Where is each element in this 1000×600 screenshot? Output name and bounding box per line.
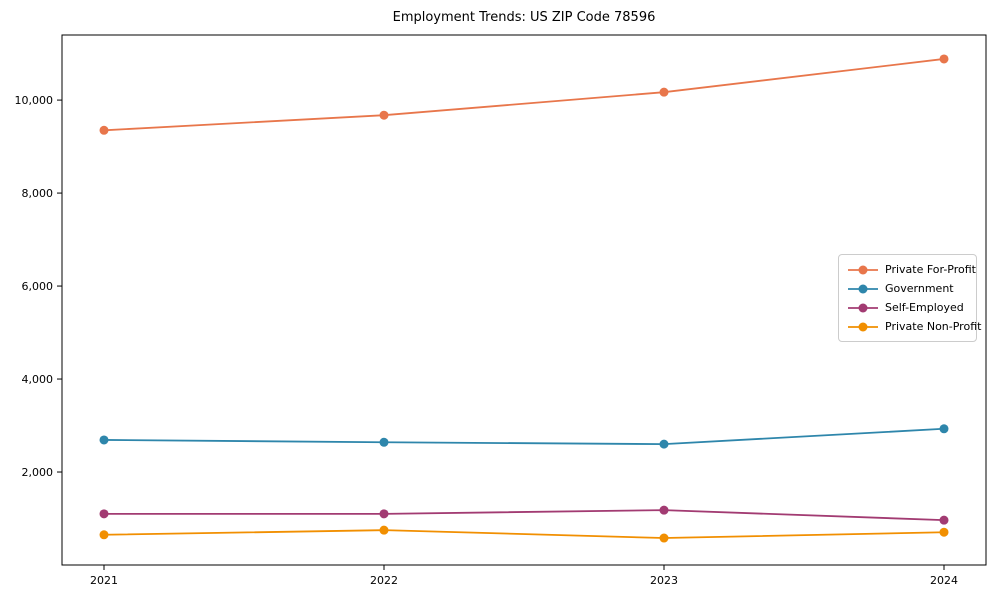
x-tick-label: 2022 <box>370 574 398 587</box>
legend-marker-icon <box>848 284 878 294</box>
series-line-private-non-profit <box>103 529 945 539</box>
y-tick-label: 6,000 <box>22 280 54 293</box>
legend: Private For-Profit Government Self-Employe… <box>838 254 981 342</box>
legend-marker-icon <box>848 303 878 313</box>
data-point-private-for-profit <box>939 54 949 64</box>
legend-marker-icon <box>848 265 878 275</box>
legend-item-private-non-profit: Private Non-Profit <box>848 319 981 335</box>
data-point-private-for-profit <box>99 125 109 135</box>
legend-marker-icon <box>848 322 878 332</box>
chart-title: Employment Trends: US ZIP Code 78596 <box>392 10 656 25</box>
x-tick-label: 2021 <box>90 574 118 587</box>
legend-label: Private Non-Profit <box>885 320 982 333</box>
x-tick-label: 2023 <box>650 574 678 587</box>
data-point-government <box>939 424 949 434</box>
data-point-government <box>99 435 109 445</box>
y-tick-label: 10,000 <box>15 94 54 107</box>
data-point-private-non-profit <box>99 530 109 540</box>
data-point-private-non-profit <box>939 527 949 537</box>
data-point-private-non-profit <box>379 525 389 535</box>
series-line-self-employed <box>104 509 945 522</box>
data-point-private-for-profit <box>659 87 669 97</box>
data-point-private-for-profit <box>379 110 389 120</box>
data-point-self-employed <box>379 509 389 519</box>
y-tick-label: 8,000 <box>22 187 54 200</box>
data-point-self-employed <box>659 505 669 515</box>
plot-frame <box>61 34 987 566</box>
series-line-private-for-profit <box>103 58 945 132</box>
y-tick-label: 2,000 <box>22 466 54 479</box>
series-line-government <box>103 427 945 446</box>
data-point-government <box>659 439 669 449</box>
legend-item-private-for-profit: Private For-Profit <box>848 262 976 278</box>
y-tick-label: 4,000 <box>22 373 54 386</box>
legend-label: Government <box>885 282 954 295</box>
x-tick-label: 2024 <box>930 574 958 587</box>
data-point-government <box>379 437 389 447</box>
legend-item-government: Government <box>848 281 967 297</box>
legend-label: Private For-Profit <box>885 263 976 276</box>
data-point-private-non-profit <box>659 533 669 543</box>
data-point-self-employed <box>939 515 949 525</box>
legend-label: Self-Employed <box>885 301 964 314</box>
data-point-self-employed <box>99 509 109 519</box>
legend-item-self-employed: Self-Employed <box>848 300 967 316</box>
